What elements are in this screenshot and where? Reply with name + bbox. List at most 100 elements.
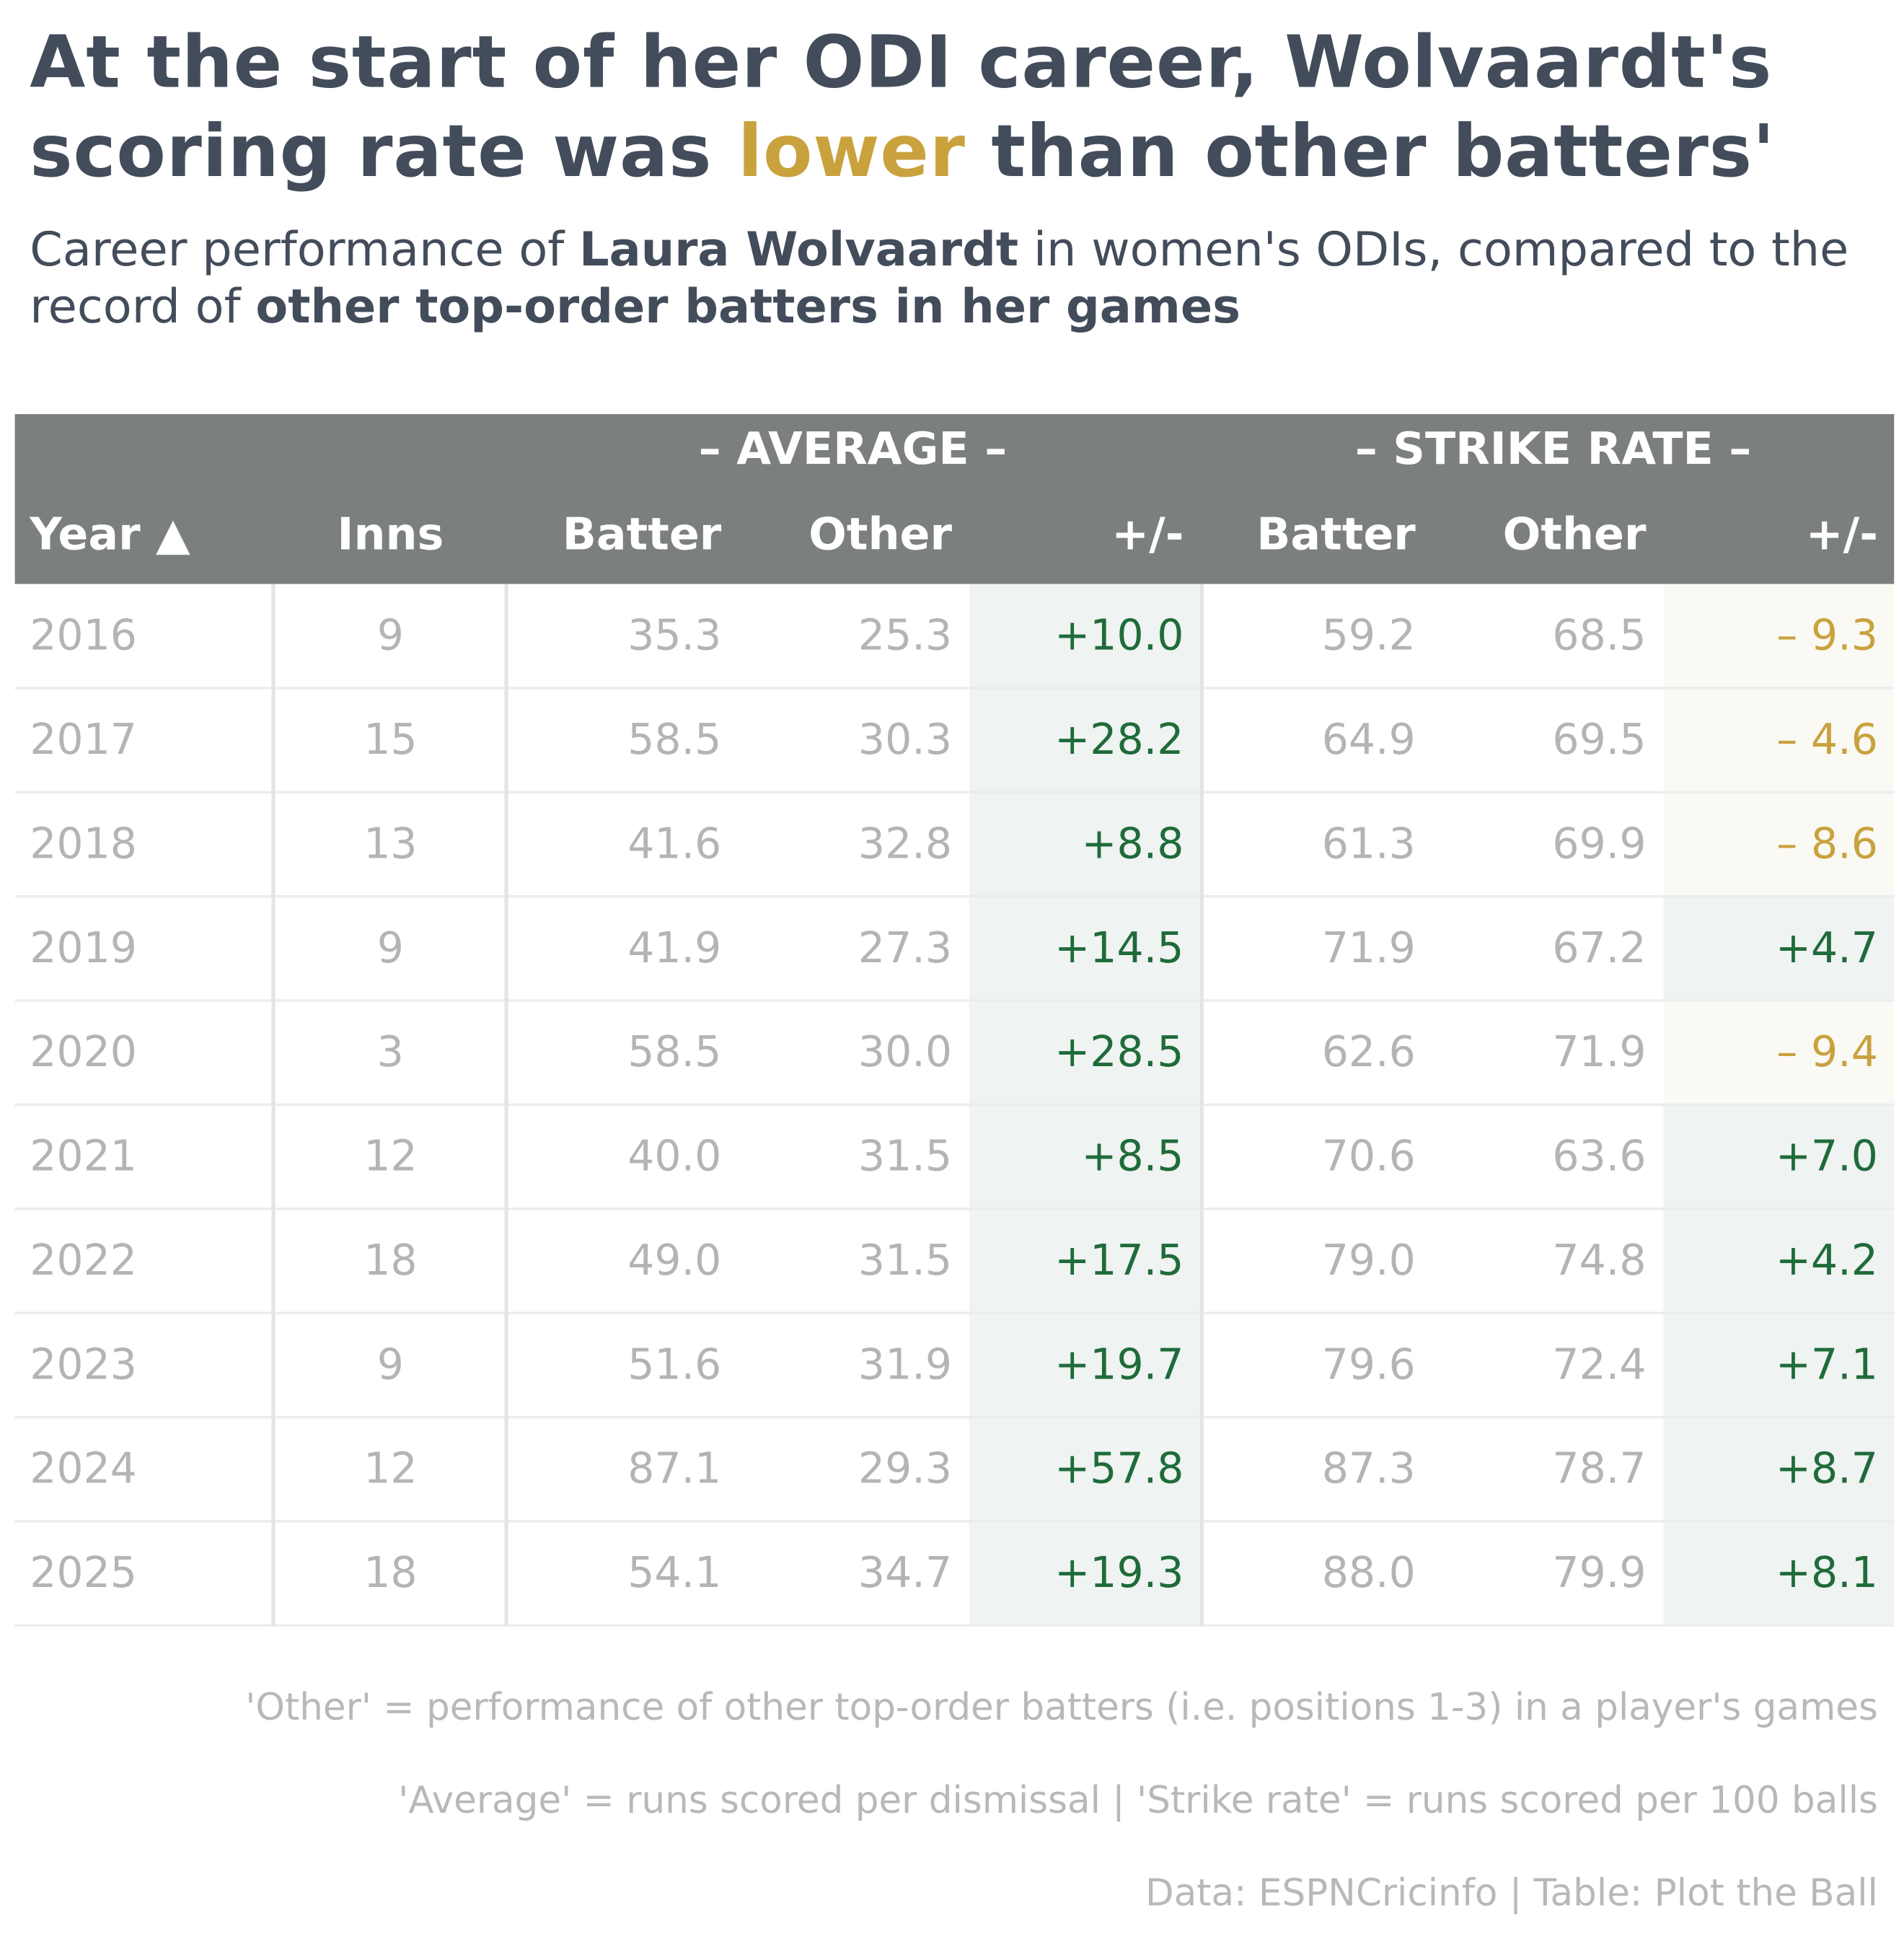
table-cell: 18 (363, 1236, 418, 1286)
table-cell: – 4.6 (1776, 715, 1878, 765)
diff-cell-bg (1663, 896, 1895, 1001)
table-cell: 12 (363, 1132, 418, 1182)
table-cell: 78.7 (1552, 1444, 1647, 1495)
table-cell: 71.9 (1321, 923, 1416, 974)
diff-cell-bg (1663, 1104, 1895, 1209)
column-header: Other (808, 509, 952, 560)
table-cell: 31.5 (858, 1132, 952, 1182)
table-cell: 41.9 (627, 923, 722, 974)
title: At the start of her ODI career, Wolvaard… (30, 17, 1889, 196)
table-cell: +28.2 (1054, 715, 1184, 765)
table-cell: 79.0 (1321, 1236, 1416, 1286)
table-cell: 74.8 (1552, 1236, 1647, 1286)
table-cell: +28.5 (1054, 1027, 1184, 1078)
table-cell: 9 (376, 923, 404, 974)
table-cell: 69.9 (1552, 819, 1647, 869)
table-cell: +17.5 (1054, 1236, 1184, 1286)
diff-cell-bg (969, 792, 1202, 897)
title-highlight: lower (737, 109, 966, 194)
table-cell: 32.8 (858, 819, 952, 869)
subtitle: Career performance of Laura Wolvaardt in… (30, 221, 1889, 335)
column-header: +/- (1805, 509, 1878, 560)
table-cell: +57.8 (1054, 1444, 1184, 1495)
diff-cell-bg (1663, 1521, 1895, 1626)
column-header: Other (1502, 509, 1647, 560)
diff-cell-bg (1663, 1313, 1895, 1417)
title-text: than other batters' (965, 109, 1776, 194)
row-divider (14, 1520, 1895, 1523)
diff-cell-bg (1663, 687, 1895, 793)
table-cell: 2019 (30, 923, 137, 974)
diff-cell-bg (969, 1001, 1202, 1105)
row-divider (14, 999, 1895, 1002)
diff-cell-bg (969, 1313, 1202, 1417)
subtitle-bold: Laura Wolvaardt (579, 221, 1019, 277)
table-cell: – 9.3 (1776, 611, 1878, 661)
table-cell: 25.3 (858, 611, 952, 661)
table-cell: 31.5 (858, 1236, 952, 1286)
row-divider (14, 1311, 1895, 1314)
diff-cell-bg (1663, 1417, 1895, 1521)
table-cell: 35.3 (627, 611, 722, 661)
table-cell: 2024 (30, 1444, 137, 1495)
table-cell: 9 (376, 611, 404, 661)
table-cell: 49.0 (627, 1236, 722, 1286)
table-cell: – 8.6 (1776, 819, 1878, 869)
table-cell: 9 (376, 1340, 404, 1390)
table-cell: 29.3 (858, 1444, 952, 1495)
table-cell: 18 (363, 1548, 418, 1599)
table-cell: 79.9 (1552, 1548, 1647, 1599)
table-cell: +8.5 (1081, 1132, 1184, 1182)
row-divider (14, 1103, 1895, 1107)
table-cell: 58.5 (627, 1027, 722, 1078)
table-cell: 69.5 (1552, 715, 1647, 765)
row-divider (14, 1208, 1895, 1210)
group-header: – AVERAGE – (698, 423, 1008, 475)
table-cell: 87.3 (1321, 1444, 1416, 1495)
diff-cell-bg (1663, 1208, 1895, 1314)
table-cell: 31.9 (858, 1340, 952, 1390)
column-header: Batter (1256, 509, 1416, 560)
table-cell: 61.3 (1321, 819, 1416, 869)
table-cell: 58.5 (627, 715, 722, 765)
table-cell: 41.6 (627, 819, 722, 869)
diff-cell-bg (969, 1521, 1202, 1626)
column-header: Inns (337, 509, 444, 560)
table-cell: 34.7 (858, 1548, 952, 1599)
table-cell: 51.6 (627, 1340, 722, 1390)
table-cell: 2017 (30, 715, 137, 765)
table-cell: 2022 (30, 1236, 137, 1286)
table-cell: 2023 (30, 1340, 137, 1390)
diff-cell-bg (969, 1417, 1202, 1521)
table-cell: 64.9 (1321, 715, 1416, 765)
diff-cell-bg (969, 584, 1202, 688)
row-divider (14, 687, 1895, 690)
table-cell: +7.0 (1776, 1132, 1878, 1182)
table-cell: +8.7 (1776, 1444, 1878, 1495)
table-cell: 71.9 (1552, 1027, 1647, 1078)
table-cell: 2016 (30, 611, 137, 661)
diff-cell-bg (1663, 792, 1895, 897)
table-cell: 15 (363, 715, 418, 765)
diff-cell-bg (1663, 584, 1895, 688)
diff-cell-bg (969, 896, 1202, 1001)
row-divider (14, 791, 1895, 793)
table-cell: 30.3 (858, 715, 952, 765)
table-cell: 87.1 (627, 1444, 722, 1495)
table-cell: 59.2 (1321, 611, 1416, 661)
table-cell: +10.0 (1054, 611, 1184, 661)
table-cell: 72.4 (1552, 1340, 1647, 1390)
row-divider (14, 894, 1895, 898)
table-cell: +4.7 (1776, 923, 1878, 974)
table-cell: +8.1 (1776, 1548, 1878, 1599)
diff-cell-bg (969, 687, 1202, 793)
table-cell: 13 (363, 819, 418, 869)
table-cell: 40.0 (627, 1132, 722, 1182)
column-divider (1199, 584, 1204, 1626)
column-header[interactable]: Year ▲ (30, 509, 190, 560)
table-cell: 67.2 (1552, 923, 1647, 974)
table-cell: +4.2 (1776, 1236, 1878, 1286)
subtitle-bold: other top-order batters in her games (255, 278, 1241, 334)
